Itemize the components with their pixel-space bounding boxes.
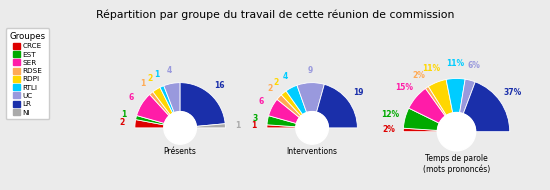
Text: 1: 1	[251, 121, 257, 130]
Wedge shape	[196, 124, 226, 128]
Wedge shape	[180, 83, 225, 126]
Legend: CRCE, EST, SER, RDSE, RDPI, RTLI, UC, LR, NI: CRCE, EST, SER, RDSE, RDPI, RTLI, UC, LR…	[6, 28, 50, 119]
Wedge shape	[403, 128, 437, 132]
Text: 1: 1	[121, 110, 126, 119]
Text: 15%: 15%	[395, 83, 414, 92]
Text: 2: 2	[273, 78, 278, 87]
Wedge shape	[160, 86, 174, 113]
Wedge shape	[150, 92, 170, 116]
Text: 11%: 11%	[422, 64, 441, 73]
Text: 11%: 11%	[446, 59, 464, 68]
Wedge shape	[136, 116, 164, 125]
Text: 3: 3	[252, 114, 258, 123]
Wedge shape	[267, 125, 296, 128]
Wedge shape	[428, 79, 453, 115]
Wedge shape	[135, 120, 164, 128]
Wedge shape	[426, 86, 447, 116]
Text: Interventions: Interventions	[287, 147, 338, 156]
Text: 2: 2	[147, 74, 152, 83]
Text: 1: 1	[235, 121, 240, 130]
Text: 2: 2	[120, 118, 125, 127]
Text: Répartition par groupe du travail de cette réunion de commission: Répartition par groupe du travail de cet…	[96, 10, 454, 20]
Wedge shape	[446, 78, 465, 113]
Wedge shape	[281, 91, 303, 116]
Wedge shape	[153, 87, 173, 115]
Wedge shape	[268, 99, 300, 124]
Wedge shape	[286, 85, 307, 115]
Text: 4: 4	[283, 72, 288, 81]
Wedge shape	[316, 84, 358, 128]
Text: 2%: 2%	[382, 125, 395, 134]
Text: 6%: 6%	[468, 61, 481, 70]
Wedge shape	[460, 79, 475, 114]
Wedge shape	[409, 88, 446, 123]
Text: 2: 2	[267, 84, 272, 93]
Text: 6: 6	[258, 97, 263, 106]
Circle shape	[164, 112, 196, 144]
Wedge shape	[277, 95, 301, 118]
Text: 12%: 12%	[382, 110, 400, 119]
Text: Temps de parole
(mots prononcés): Temps de parole (mots prononcés)	[423, 154, 490, 174]
Wedge shape	[463, 82, 510, 132]
Wedge shape	[267, 116, 296, 127]
Text: 1: 1	[140, 79, 146, 88]
Text: Présents: Présents	[164, 147, 196, 156]
Text: 16: 16	[214, 81, 224, 90]
Text: 6: 6	[128, 93, 134, 102]
Text: 4: 4	[167, 66, 172, 75]
Text: 1: 1	[154, 70, 160, 79]
Text: 37%: 37%	[503, 88, 521, 97]
Text: 2%: 2%	[412, 70, 425, 80]
Text: 19: 19	[353, 88, 364, 97]
Circle shape	[296, 112, 328, 144]
Wedge shape	[136, 94, 169, 124]
Text: 9: 9	[307, 66, 313, 74]
Wedge shape	[297, 83, 324, 112]
Wedge shape	[403, 108, 439, 130]
Circle shape	[437, 112, 476, 151]
Wedge shape	[164, 83, 180, 113]
